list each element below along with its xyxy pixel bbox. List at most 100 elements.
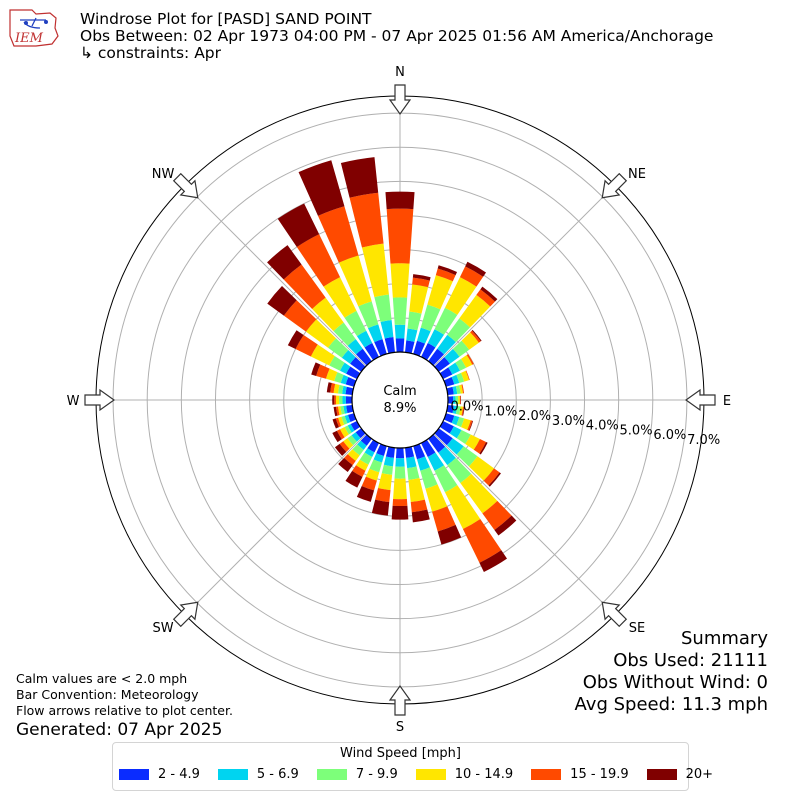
windrose-bar-segment	[446, 405, 454, 414]
windrose-bar-segment	[452, 405, 458, 414]
legend-items: 2 - 4.9 5 - 6.9 7 - 9.9 10 - 14.9 15 - 1…	[119, 767, 713, 782]
windrose-bar-segment	[456, 430, 471, 445]
windrose-bar-segment	[412, 274, 431, 281]
legend-label: 7 - 9.9	[355, 767, 398, 782]
windrose-bar-segment	[420, 304, 441, 332]
windrose-bar-segment	[479, 550, 508, 572]
windrose-bar-segment	[340, 157, 379, 198]
grid-spoke	[184, 184, 367, 367]
windrose-bar-segment	[318, 206, 359, 263]
windrose-bar-segment	[375, 487, 391, 503]
windrose-bar-segment	[452, 386, 458, 395]
windrose-bar-segment	[342, 385, 347, 395]
windrose-bar-segment	[340, 405, 345, 415]
windrose-bar-segment	[344, 425, 352, 435]
windrose-bar-segment	[358, 301, 379, 329]
windrose-bar-segment	[408, 478, 425, 503]
windrose-bar-segment	[443, 413, 455, 423]
windrose-bar-segment	[338, 457, 353, 472]
windrose-bar-segment	[466, 354, 474, 365]
windrose-bar-segment	[346, 366, 361, 379]
windrose-bar-segment	[333, 383, 340, 394]
compass-label: NW	[152, 167, 175, 182]
windrose-bar-segment	[369, 459, 383, 473]
legend-swatch	[531, 769, 562, 780]
windrose-bar-segment	[385, 446, 395, 458]
windrose-bar-segment	[482, 500, 512, 530]
windrose-bar-segment	[383, 456, 394, 467]
windrose-bar-segment	[367, 439, 379, 453]
legend-label: 10 - 14.9	[454, 767, 514, 782]
windrose-bar-segment	[427, 275, 453, 310]
windrose-bar-segment	[413, 340, 426, 357]
windrose-bar-segment	[488, 472, 501, 487]
radial-tick-label: 4.0%	[586, 419, 619, 434]
windrose-bar-segment	[395, 458, 405, 467]
windrose-bar-segment	[344, 310, 367, 337]
windrose-bar-segment	[345, 470, 363, 488]
radial-tick-label: 5.0%	[620, 423, 653, 438]
windrose-bar-segment	[447, 457, 472, 484]
windrose-bar-segment	[350, 357, 366, 372]
windrose-bar-segment	[439, 421, 454, 434]
windrose-bar-segment	[480, 286, 498, 302]
windrose-bar-segment	[473, 438, 487, 454]
windrose-bar-segment	[392, 498, 408, 507]
compass-label: SW	[152, 621, 173, 636]
windrose-bar-segment	[310, 344, 335, 366]
windrose-bar-segment	[437, 265, 458, 276]
windrose-bar-segment	[439, 367, 453, 379]
iem-logo: IEM	[9, 9, 59, 47]
windrose-bar-segment	[335, 417, 342, 428]
windrose-bar-segment	[343, 405, 348, 414]
windrose-bar-segment	[339, 395, 343, 405]
windrose-bar-segment	[352, 465, 366, 477]
windrose-bar-segment	[346, 405, 354, 414]
windrose-bar-segment	[427, 452, 445, 471]
radial-tick-label: 2.0%	[518, 409, 551, 424]
windrose-bar-segment	[347, 449, 360, 461]
windrose-bar-segment	[334, 395, 337, 405]
windrose-bar-segment	[323, 277, 357, 318]
windrose-bar-segment	[461, 406, 465, 416]
windrose-bar-segment	[455, 385, 461, 394]
windrose-bar-segment	[427, 329, 445, 348]
compass-label: S	[396, 720, 404, 735]
windrose-bar-segment	[345, 386, 354, 395]
legend-label: 2 - 4.9	[158, 767, 200, 782]
windrose-bar-segment	[336, 429, 345, 440]
windrose-bar-segment	[449, 426, 462, 439]
windrose-bar-segment	[468, 420, 474, 431]
windrose-bar-segment	[355, 348, 372, 366]
radial-tick-label: 3.0%	[552, 414, 585, 429]
windrose-bar-segment	[339, 441, 350, 452]
windrose-bar-segment	[444, 348, 460, 364]
windrose-bar-segment	[456, 446, 478, 467]
windrose-bar-segment	[311, 362, 321, 376]
windrose-bar-segment	[340, 374, 349, 385]
windrose-bar-segment	[378, 473, 393, 491]
windrose-bar-segment	[434, 465, 458, 493]
windrose-bar-segment	[447, 318, 471, 343]
logo-text: IEM	[14, 31, 44, 46]
windrose-bar-segment	[344, 454, 356, 466]
windrose-bar-segment	[456, 372, 465, 384]
windrose-bar-segment	[448, 362, 461, 375]
windrose-bar-segment	[295, 334, 318, 357]
windrose-bar-segment	[345, 396, 353, 404]
windrose-bar-segment	[446, 438, 464, 455]
windrose-bar-segment	[267, 286, 297, 316]
compass-label: SE	[629, 621, 645, 636]
windrose-bar-segment	[329, 355, 345, 371]
windrose-bar-segment	[332, 430, 342, 443]
windrose-bar-segment	[446, 386, 454, 395]
windrose-bar-segment	[479, 441, 488, 455]
windrose-bar-segment	[444, 485, 481, 530]
compass-labels: N NE E SE S SW W NW	[67, 65, 732, 735]
windrose-bar-segment	[334, 443, 347, 456]
windrose-bar-segment	[462, 519, 502, 563]
windrose-bar-segment	[338, 384, 344, 394]
windrose-bar-segment	[458, 395, 460, 405]
chart-constraints: ↳ constraints: Apr	[80, 44, 222, 62]
